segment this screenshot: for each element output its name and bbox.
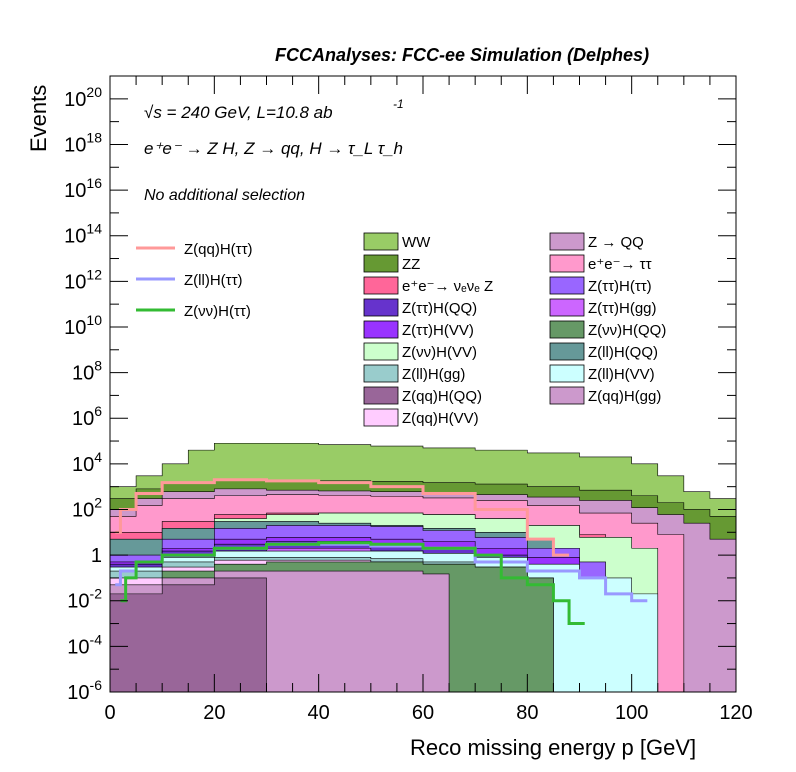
y-axis-label: Events xyxy=(26,85,51,152)
legend-box-label: Z(ττ)H(VV) xyxy=(402,322,474,339)
legend-line-label: Z(νν)H(ττ) xyxy=(184,303,251,320)
x-tick-label: 20 xyxy=(203,702,225,724)
legend-box-label: Z(νν)H(VV) xyxy=(402,344,477,361)
y-tick-label: 1016 xyxy=(64,175,102,202)
legend-box-swatch xyxy=(549,364,585,383)
legend-box-swatch xyxy=(363,342,399,361)
legend-box-swatch xyxy=(549,320,585,339)
legend-box-label: Z(qq)H(gg) xyxy=(588,388,661,405)
legend-box-label: e⁺e⁻→ ττ xyxy=(588,256,652,273)
annotation-block: √s = 240 GeV, L=10.8 ab -1 e⁺e⁻ → Z H, Z… xyxy=(144,97,404,204)
y-tick-label: 1012 xyxy=(64,266,102,293)
legend-box-swatch xyxy=(363,386,399,405)
y-tick-label: 108 xyxy=(72,358,102,385)
legend-box-label: Z(ll)H(VV) xyxy=(588,366,655,383)
legend-box-label: Z(ll)H(gg) xyxy=(402,366,465,383)
legend-box-swatch xyxy=(549,386,585,405)
y-tick-label: 10-2 xyxy=(67,586,102,613)
legend-box-label: e⁺e⁻→ νₑνₑ Z xyxy=(402,278,493,295)
legend-line-label: Z(qq)H(ττ) xyxy=(184,241,253,258)
y-tick-label: 10-4 xyxy=(67,631,102,658)
legend-box-swatch xyxy=(549,254,585,273)
selection-label: No additional selection xyxy=(144,187,305,204)
y-tick-label: 104 xyxy=(72,449,102,476)
x-tick-label: 40 xyxy=(308,702,330,724)
x-tick-label: 60 xyxy=(412,702,434,724)
signal-lines xyxy=(115,478,648,626)
legend-box-swatch xyxy=(363,298,399,317)
axes: 0 20 40 60 80 100 120 10-6 10-4 10-2 1 102 104 106 108… xyxy=(64,76,753,724)
legend-box-label: WW xyxy=(402,234,431,251)
legend-box-label: Z(νν)H(QQ) xyxy=(588,322,666,339)
line-z-qq-h-0 xyxy=(115,478,570,557)
stack-z-qq-h-qq-16 xyxy=(109,577,267,693)
y-tick-label: 1010 xyxy=(64,312,102,339)
legend-box-label: Z → QQ xyxy=(588,234,644,251)
legend-box-swatch xyxy=(549,232,585,251)
legend-box-swatch xyxy=(363,254,399,273)
legend-box-label: Z(ττ)H(QQ) xyxy=(402,300,477,317)
legend-line-label: Z(ll)H(ττ) xyxy=(184,272,243,289)
legend-box-label: ZZ xyxy=(402,256,420,273)
x-tick-label: 0 xyxy=(104,702,115,724)
stacked-histograms xyxy=(109,442,737,693)
y-tick-label: 1014 xyxy=(64,221,102,248)
legend-box-swatch xyxy=(549,298,585,317)
chart-title: FCCAnalyses: FCC-ee Simulation (Delphes) xyxy=(275,45,649,65)
legend-box-swatch xyxy=(363,364,399,383)
legend-box-swatch xyxy=(549,342,585,361)
energy-label: √s = 240 GeV, L=10.8 ab xyxy=(144,103,333,122)
y-tick-label: 10-6 xyxy=(67,677,102,704)
legend-box-swatch xyxy=(363,408,399,427)
energy-exponent: -1 xyxy=(393,97,404,111)
x-axis-label: Reco missing energy p [GeV] xyxy=(410,735,696,760)
legend-box-swatch xyxy=(363,232,399,251)
y-tick-label: 106 xyxy=(72,403,102,430)
y-tick-label: 1018 xyxy=(64,129,102,156)
line-z-h-2 xyxy=(120,541,585,626)
legend-box-label: Z(ττ)H(ττ) xyxy=(588,278,652,295)
y-tick-label: 102 xyxy=(72,494,102,521)
x-tick-label: 120 xyxy=(719,702,752,724)
legend-box-label: Z(ττ)H(gg) xyxy=(588,300,657,317)
legend-box-label: Z(qq)H(QQ) xyxy=(402,388,482,405)
x-tick-label: 80 xyxy=(516,702,538,724)
legend: Z(qq)H(ττ) Z(ll)H(ττ) Z(νν)H(ττ) WW ZZ e⁺e⁻→ … xyxy=(136,232,666,427)
legend-box-swatch xyxy=(363,320,399,339)
y-tick-label: 1020 xyxy=(64,84,102,111)
legend-box-label: Z(ll)H(QQ) xyxy=(588,344,658,361)
y-tick-label: 1 xyxy=(91,545,102,567)
x-tick-label: 100 xyxy=(615,702,648,724)
legend-box-label: Z(qq)H(VV) xyxy=(402,410,479,427)
legend-box-swatch xyxy=(549,276,585,295)
process-label: e⁺e⁻ → Z H, Z → qq, H → τ_L τ_h xyxy=(144,139,403,158)
legend-box-swatch xyxy=(363,276,399,295)
